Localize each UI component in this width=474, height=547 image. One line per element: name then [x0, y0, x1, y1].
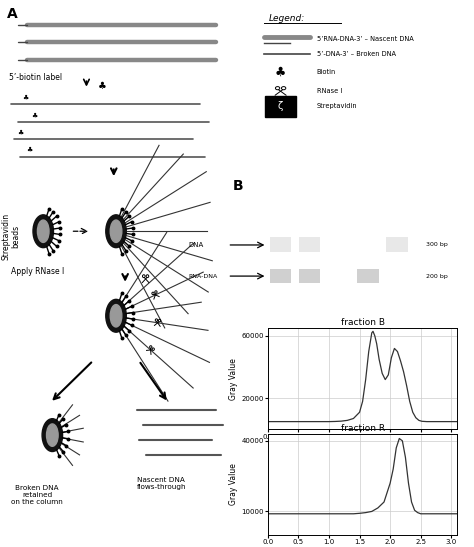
- Text: B: B: [232, 179, 243, 194]
- FancyBboxPatch shape: [299, 237, 320, 253]
- Ellipse shape: [37, 220, 49, 242]
- Text: 5’RNA-DNA-3’ – Nascent DNA: 5’RNA-DNA-3’ – Nascent DNA: [317, 36, 414, 42]
- Ellipse shape: [110, 305, 122, 327]
- Text: W: W: [335, 216, 342, 225]
- Text: 5’-DNA-3’ – Broken DNA: 5’-DNA-3’ – Broken DNA: [317, 51, 396, 57]
- X-axis label: Distance (inches): Distance (inches): [329, 445, 396, 454]
- Ellipse shape: [110, 220, 122, 242]
- FancyBboxPatch shape: [270, 237, 292, 253]
- Text: ♣: ♣: [275, 66, 286, 78]
- FancyBboxPatch shape: [357, 269, 379, 283]
- Text: DNA: DNA: [189, 242, 204, 248]
- Text: Broken DNA
retained
on the column: Broken DNA retained on the column: [11, 485, 63, 505]
- FancyBboxPatch shape: [386, 237, 408, 253]
- Text: 300 bp: 300 bp: [426, 242, 447, 247]
- Text: R: R: [365, 216, 370, 225]
- Text: 5’-biotin label: 5’-biotin label: [9, 73, 62, 82]
- Y-axis label: Gray Value: Gray Value: [229, 463, 238, 505]
- Text: RNA-DNA: RNA-DNA: [189, 274, 218, 278]
- Text: B: B: [278, 216, 283, 225]
- Text: ♣: ♣: [27, 148, 33, 154]
- Text: Nascent DNA
flows-through: Nascent DNA flows-through: [137, 478, 186, 490]
- Text: Biotin: Biotin: [317, 69, 336, 75]
- Text: RNase I: RNase I: [317, 88, 342, 94]
- Text: Legend:: Legend:: [268, 14, 305, 23]
- Text: ζ: ζ: [278, 101, 283, 111]
- Text: ♣: ♣: [98, 81, 107, 91]
- Text: F: F: [308, 216, 312, 225]
- Ellipse shape: [33, 215, 54, 248]
- Text: A: A: [7, 8, 18, 21]
- Ellipse shape: [46, 424, 58, 446]
- Ellipse shape: [42, 418, 63, 451]
- FancyBboxPatch shape: [299, 269, 320, 283]
- Text: Streptavidin
beads: Streptavidin beads: [1, 213, 20, 260]
- FancyBboxPatch shape: [270, 269, 292, 283]
- Ellipse shape: [106, 299, 126, 332]
- Ellipse shape: [106, 215, 126, 248]
- Y-axis label: Gray Value: Gray Value: [229, 358, 238, 400]
- FancyBboxPatch shape: [265, 96, 296, 117]
- Text: Apply RNase I: Apply RNase I: [11, 266, 64, 276]
- Title: fraction B: fraction B: [341, 318, 384, 328]
- Text: ♣: ♣: [31, 113, 37, 119]
- Text: 200 bp: 200 bp: [426, 274, 447, 278]
- Text: Streptavidin: Streptavidin: [317, 103, 357, 109]
- Text: C: C: [394, 216, 399, 225]
- Text: ♣: ♣: [22, 95, 28, 101]
- Text: ♣: ♣: [18, 130, 24, 136]
- Title: fraction R: fraction R: [340, 424, 385, 433]
